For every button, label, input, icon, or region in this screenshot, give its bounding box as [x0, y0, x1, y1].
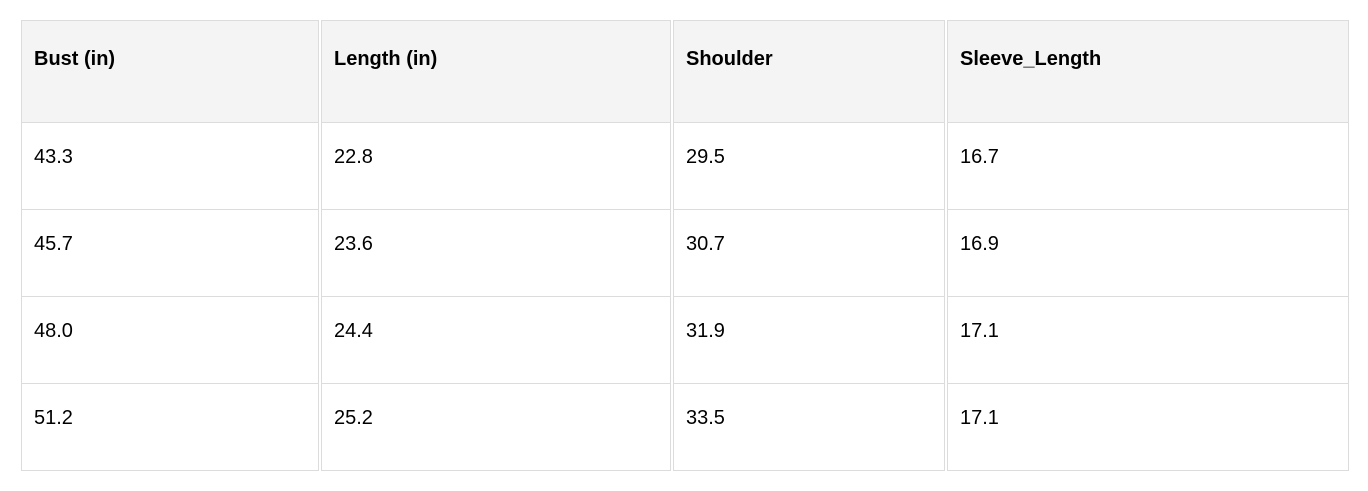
- cell-shoulder: 29.5: [673, 123, 945, 210]
- cell-bust: 43.3: [21, 123, 319, 210]
- table-row: 48.0 24.4 31.9 17.1: [21, 297, 1349, 384]
- header-row: Bust (in) Length (in) Shoulder Sleeve_Le…: [21, 20, 1349, 123]
- cell-shoulder: 33.5: [673, 384, 945, 471]
- cell-length: 25.2: [321, 384, 671, 471]
- cell-bust: 48.0: [21, 297, 319, 384]
- cell-length: 22.8: [321, 123, 671, 210]
- cell-bust: 45.7: [21, 210, 319, 297]
- cell-shoulder: 30.7: [673, 210, 945, 297]
- cell-length: 23.6: [321, 210, 671, 297]
- table-row: 51.2 25.2 33.5 17.1: [21, 384, 1349, 471]
- table-row: 43.3 22.8 29.5 16.7: [21, 123, 1349, 210]
- header-shoulder: Shoulder: [673, 20, 945, 123]
- size-table: Bust (in) Length (in) Shoulder Sleeve_Le…: [19, 20, 1351, 471]
- cell-sleeve-length: 17.1: [947, 384, 1349, 471]
- header-sleeve-length: Sleeve_Length: [947, 20, 1349, 123]
- cell-length: 24.4: [321, 297, 671, 384]
- table-row: 45.7 23.6 30.7 16.9: [21, 210, 1349, 297]
- header-length: Length (in): [321, 20, 671, 123]
- cell-bust: 51.2: [21, 384, 319, 471]
- cell-sleeve-length: 16.7: [947, 123, 1349, 210]
- header-bust: Bust (in): [21, 20, 319, 123]
- cell-sleeve-length: 16.9: [947, 210, 1349, 297]
- cell-shoulder: 31.9: [673, 297, 945, 384]
- cell-sleeve-length: 17.1: [947, 297, 1349, 384]
